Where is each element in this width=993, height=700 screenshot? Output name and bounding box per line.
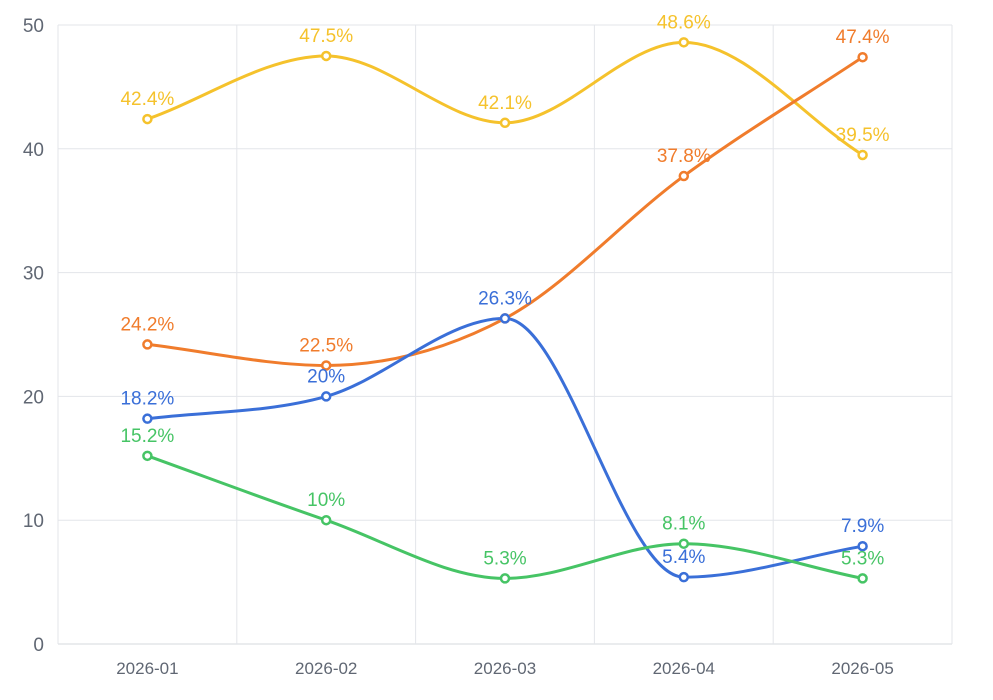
data-point xyxy=(678,170,690,182)
data-point xyxy=(857,573,868,584)
data-point xyxy=(499,117,511,129)
x-tick-label: 2026-01 xyxy=(116,659,178,678)
data-point xyxy=(320,360,332,371)
data-point xyxy=(499,573,511,584)
data-label: 5.4% xyxy=(662,547,705,568)
data-point xyxy=(678,37,690,48)
data-point xyxy=(857,149,868,161)
x-tick-label: 2026-05 xyxy=(831,659,893,678)
y-tick-label: 0 xyxy=(33,635,44,656)
y-tick-label: 40 xyxy=(23,140,44,161)
x-tick-label: 2026-02 xyxy=(295,659,357,678)
x-tick-label: 2026-04 xyxy=(653,659,715,678)
grid xyxy=(57,24,953,645)
data-point xyxy=(142,113,153,125)
data-label: 47.4% xyxy=(836,27,890,48)
data-point xyxy=(320,50,332,62)
y-tick-label: 30 xyxy=(23,264,44,285)
data-point xyxy=(678,538,690,549)
data-point xyxy=(320,514,332,526)
data-label: 8.1% xyxy=(662,514,705,535)
data-label: 42.1% xyxy=(478,93,532,114)
data-label: 7.9% xyxy=(841,516,884,537)
data-label: 22.5% xyxy=(299,335,353,356)
data-label: 5.3% xyxy=(841,548,884,569)
series-line-2 xyxy=(147,316,863,579)
data-point xyxy=(320,391,332,402)
data-label: 48.6% xyxy=(657,12,711,33)
data-label: 18.2% xyxy=(120,389,174,410)
y-tick-label: 20 xyxy=(23,387,44,408)
data-points xyxy=(142,37,868,584)
data-point xyxy=(857,51,868,63)
y-tick-label: 50 xyxy=(23,16,44,37)
data-point xyxy=(499,313,511,324)
data-point xyxy=(142,413,153,424)
data-label: 39.5% xyxy=(836,125,890,146)
data-label: 15.2% xyxy=(120,426,174,447)
x-tick-label: 2026-03 xyxy=(474,659,536,678)
data-label: 42.4% xyxy=(120,89,174,110)
y-tick-label: 10 xyxy=(23,511,44,532)
data-label: 24.2% xyxy=(120,314,174,335)
data-label: 47.5% xyxy=(299,26,353,47)
data-point xyxy=(678,571,690,583)
data-label: 26.3% xyxy=(478,288,532,309)
data-point xyxy=(142,339,153,350)
series-line-1 xyxy=(147,55,864,367)
axis-ticks: 0 10 20 30 40 50 2026-01 2026-02 2026-03 2026-04 2… xyxy=(23,16,894,678)
data-label: 37.8% xyxy=(657,146,711,167)
data-labels: 42.4% 47.5% 42.1% 48.6% 39.5% 24.2% 22.5% 37.8%… xyxy=(120,12,889,569)
data-label: 20% xyxy=(307,366,345,387)
data-label: 5.3% xyxy=(483,548,526,569)
data-point xyxy=(142,450,153,462)
data-point xyxy=(857,540,868,552)
data-label: 10% xyxy=(307,490,345,511)
